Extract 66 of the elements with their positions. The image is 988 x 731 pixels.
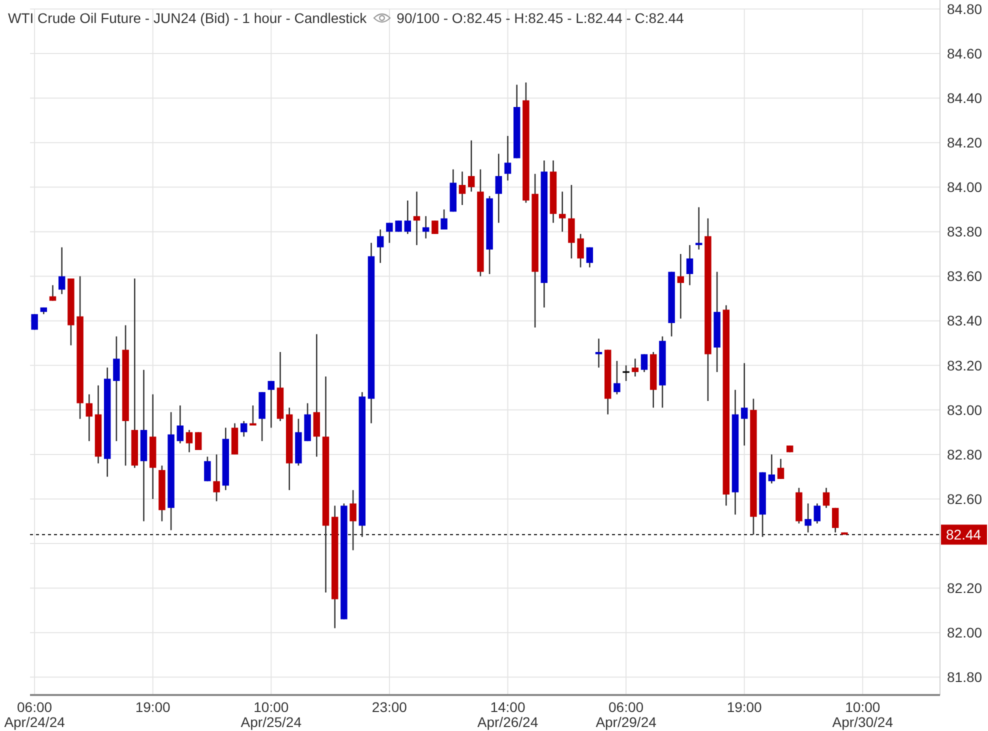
- candlestick: [504, 135, 512, 182]
- ref-line-label: 82.44: [946, 526, 982, 543]
- chart-subtitle: 90/100 - O:82.45 - H:82.45 - L:82.44 - C:82.44: [396, 10, 684, 26]
- y-tick-label: 82.80: [947, 446, 982, 462]
- y-tick-label: 83.20: [947, 357, 982, 374]
- candlestick: [832, 507, 839, 534]
- candlestick: [632, 358, 639, 378]
- y-tick-label: 82.60: [947, 490, 982, 507]
- candlestick: [814, 502, 821, 524]
- candlestick: [586, 246, 594, 268]
- candlestick: [677, 253, 684, 320]
- candlestick: [176, 404, 184, 444]
- candlestick: [350, 489, 356, 551]
- candlestick: [213, 454, 220, 502]
- candlestick: [468, 140, 475, 192]
- x-tick-label: 10:00 Apr/30/24: [832, 699, 894, 730]
- candlestick: [577, 233, 584, 268]
- candlestick: [386, 222, 393, 244]
- candlestick: [686, 244, 694, 286]
- candlestick: [240, 420, 248, 438]
- candlestick: [777, 458, 784, 480]
- candlestick: [458, 170, 466, 206]
- candlestick: [413, 190, 420, 246]
- candlestick: [376, 228, 384, 264]
- x-tick-label: 06:00 Apr/29/24: [596, 699, 657, 730]
- candlestick: [86, 394, 93, 442]
- candlestick: [804, 502, 812, 534]
- y-tick-label: 81.80: [947, 669, 982, 686]
- candlestick: [58, 246, 66, 295]
- y-tick-label: 83.60: [947, 268, 982, 284]
- y-tick-label: 84.00: [947, 179, 982, 196]
- candlestick: [113, 336, 120, 442]
- y-tick-label: 82.20: [947, 580, 982, 596]
- x-tick-label: 10:00 Apr/25/24: [240, 699, 302, 730]
- candlestick: [432, 220, 438, 235]
- y-tick-label: 82.00: [947, 624, 982, 641]
- candlestick: [204, 456, 211, 482]
- y-tick-label: 84.20: [947, 134, 982, 151]
- candlestick: [495, 153, 502, 224]
- y-tick-label: 83.80: [947, 224, 982, 240]
- x-tick-label: 19:00: [135, 699, 171, 715]
- candlestick: [768, 454, 776, 484]
- candlestick: [558, 190, 566, 232]
- chart-title: WTI Crude Oil Future - JUN24 (Bid) - 1 hour - Candlestick: [8, 10, 367, 26]
- candlestick: [614, 360, 620, 395]
- y-tick-label: 84.80: [947, 0, 982, 17]
- x-tick-label: 23:00: [372, 699, 408, 715]
- y-tick-label: 83.00: [947, 402, 982, 418]
- candlestick: [49, 284, 56, 302]
- candlestick: [740, 362, 748, 446]
- y-tick-label: 84.40: [947, 90, 982, 106]
- candlestick: [640, 354, 648, 373]
- y-tick-label: 84.60: [947, 45, 982, 62]
- candlestick: [822, 487, 830, 509]
- y-tick-label: 83.40: [947, 312, 982, 329]
- candlestick: [404, 200, 412, 235]
- x-tick-label: 06:00 Apr/24/24: [4, 699, 66, 730]
- candlestick: [268, 380, 275, 428]
- candlestick: [440, 208, 448, 230]
- candlestick: [194, 432, 202, 451]
- x-tick-label: 19:00: [726, 699, 762, 715]
- x-tick-label: 14:00 Apr/26/24: [477, 699, 538, 730]
- candlestick: [31, 313, 38, 330]
- candlestick: [250, 404, 256, 426]
- candlestick: [186, 429, 193, 453]
- candlestick: [622, 364, 630, 382]
